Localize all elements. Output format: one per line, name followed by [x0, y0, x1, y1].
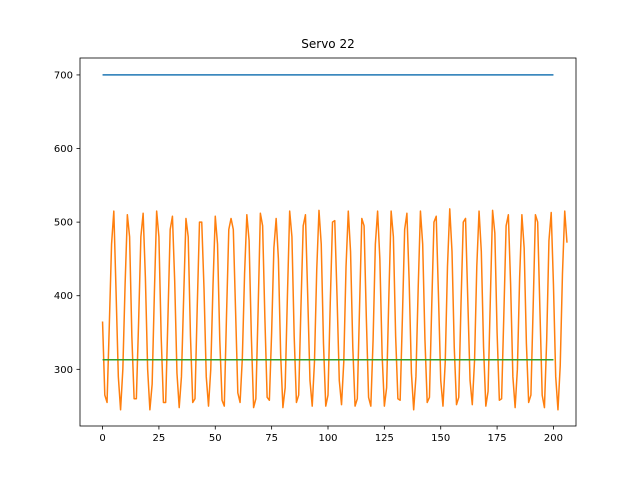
x-tick-label: 200: [544, 433, 563, 444]
x-tick-label: 150: [431, 433, 450, 444]
y-tick-label: 600: [54, 144, 73, 155]
series-line-2: [101, 208, 568, 411]
x-tick-label: 25: [153, 433, 166, 444]
y-tick-label: 500: [54, 218, 73, 229]
x-tick-label: 175: [488, 433, 507, 444]
y-tick-label: 700: [54, 70, 73, 81]
y-tick-label: 300: [54, 365, 73, 376]
x-tick-label: 50: [209, 433, 222, 444]
x-tick-label: 75: [265, 433, 278, 444]
x-tick-label: 100: [318, 433, 337, 444]
chart-title: Servo 22: [301, 37, 354, 51]
x-tick-label: 125: [375, 433, 394, 444]
series-layer: [101, 74, 568, 411]
axis-layer: 0 25 50 75 100 125 150 175 200 300 400 500 600 700: [54, 57, 577, 444]
x-tick-label: 0: [99, 433, 105, 444]
y-tick-label: 400: [54, 291, 73, 302]
